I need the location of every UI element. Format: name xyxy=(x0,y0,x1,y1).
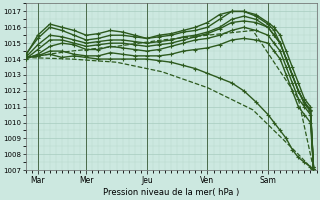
X-axis label: Pression niveau de la mer( hPa ): Pression niveau de la mer( hPa ) xyxy=(103,188,239,197)
